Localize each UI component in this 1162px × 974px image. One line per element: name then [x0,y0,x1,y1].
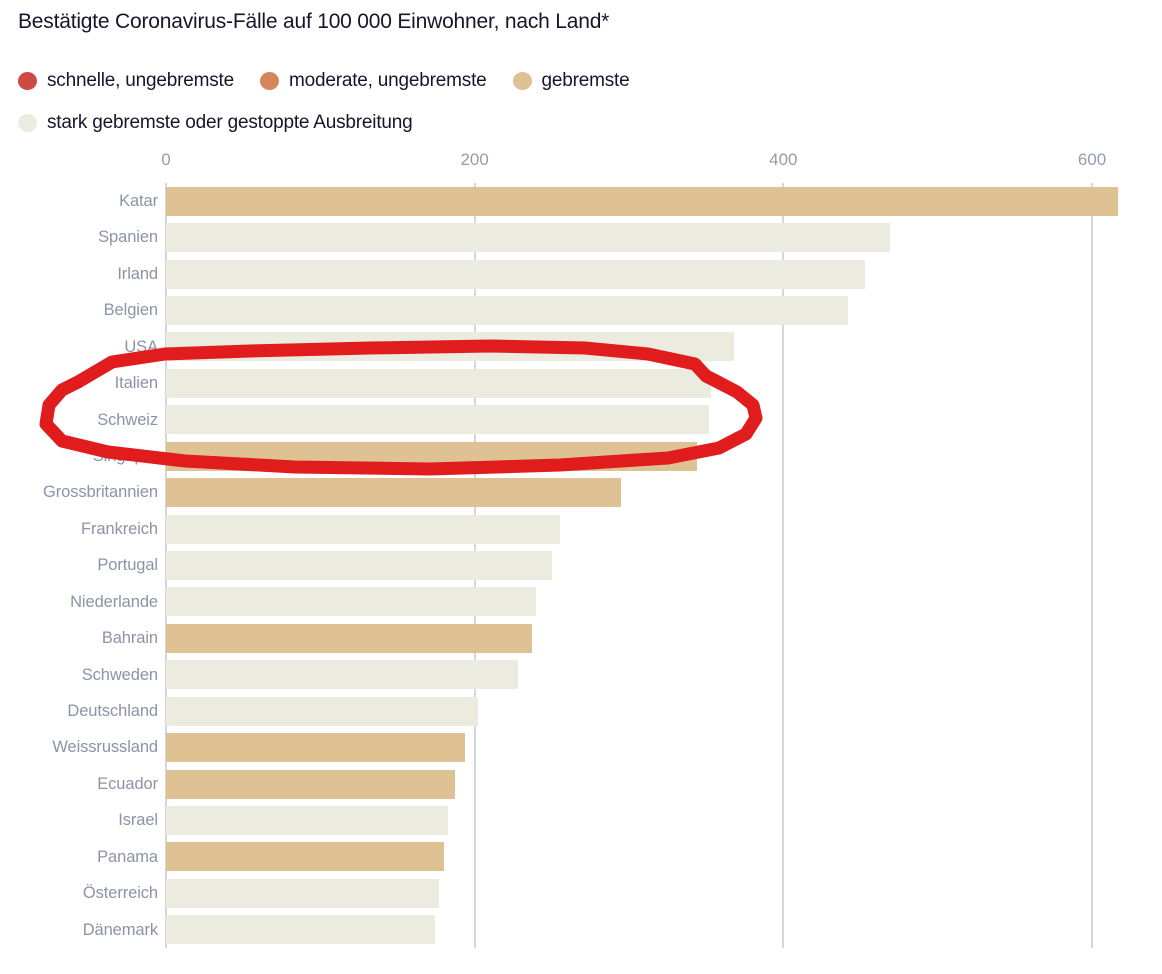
legend-dot-gebremste [512,72,532,90]
bar-row [166,183,1162,219]
page-title: Bestätigte Coronavirus-Fälle auf 100 000… [18,10,610,33]
bar-portugal [166,550,552,580]
bar-row [166,402,1162,438]
bar-row [166,438,1162,474]
bar-spanien [166,223,890,253]
country-label: Niederlande [70,592,158,611]
legend-item: stark gebremste oder gestoppte Ausbreitu… [18,112,413,134]
bar-bahrain [166,623,532,653]
legend-item: schnelle, ungebremste [18,70,234,92]
country-label: Grossbritannien [43,483,158,502]
legend-label: schnelle, ungebremste [47,70,234,91]
bar-ecuador [166,769,455,799]
bar-österreich [166,878,440,908]
country-label: Ecuador [97,774,158,793]
country-label: Belgien [103,301,158,320]
bar-katar [166,186,1119,216]
legend-dot-schnelle [18,72,37,90]
bar-weissrussland [166,733,466,763]
bar-row [166,292,1162,328]
country-label: Frankreich [81,519,158,538]
bar-row [166,875,1162,911]
bar-row [166,729,1162,765]
bar-row [166,547,1162,583]
bar-row [166,365,1162,401]
gridline [782,183,785,948]
country-label: USA [124,337,158,356]
x-tick-label: 0 [161,150,171,169]
bar-belgien [166,295,849,325]
country-label: Israel [118,811,158,830]
bar-row [166,693,1162,729]
plot-area [165,183,1162,948]
country-label: Spanien [98,228,158,247]
bar-row [166,657,1162,693]
gridline [1091,183,1093,948]
bar-row [166,584,1162,620]
bar-row [166,329,1162,365]
bar-usa [166,332,734,362]
x-tick-label: 400 [769,150,798,169]
country-label: Schweiz [97,410,158,429]
x-tick-label: 600 [1077,150,1107,169]
country-label: Weissrussland [52,738,158,757]
bar-row [166,912,1162,948]
legend-item: moderate, ungebremste [259,70,487,92]
bar-panama [166,842,444,872]
country-label: Österreich [82,884,158,903]
legend-row-2: stark gebremste oder gestoppte Ausbreitu… [18,112,413,134]
bar-row [166,474,1162,510]
bar-row [166,256,1162,292]
country-label: Bahrain [101,629,158,648]
bar-row [166,766,1162,802]
country-label: Deutschland [67,702,158,720]
bar-israel [166,805,449,835]
bar-row [166,620,1162,656]
country-label: Katar [119,192,158,210]
bar-schweiz [166,405,710,435]
legend-label: gebremste [541,70,630,91]
legend-row-1: schnelle, ungebremste moderate, ungebrems… [18,70,630,92]
bar-schweden [166,660,518,690]
legend-label: stark gebremste oder gestoppte Ausbreitu… [47,112,413,133]
bar-dänemark [166,915,435,945]
legend-label: moderate, ungebremste [288,70,487,91]
country-label: Schweden [81,665,158,684]
bar-row [166,219,1162,255]
country-label: Dänemark [82,920,158,939]
bar-row [166,839,1162,875]
bar-row [166,511,1162,547]
bar-deutschland [166,696,478,726]
bar-singapur [166,441,697,471]
legend-dot-stark [18,114,37,132]
country-label: Irland [117,264,158,283]
legend-item: gebremste [512,70,630,92]
bar-grossbritannien [166,478,622,508]
country-label: Panama [97,847,158,866]
country-label: Portugal [97,556,158,575]
bar-frankreich [166,514,560,544]
bar-row [166,802,1162,838]
bar-irland [166,259,866,289]
x-tick-label: 200 [460,150,489,169]
country-label: Singapur [92,447,158,465]
bar-italien [166,368,711,398]
bar-niederlande [166,587,537,617]
legend-dot-moderate [259,72,279,90]
country-label: Italien [114,374,158,393]
